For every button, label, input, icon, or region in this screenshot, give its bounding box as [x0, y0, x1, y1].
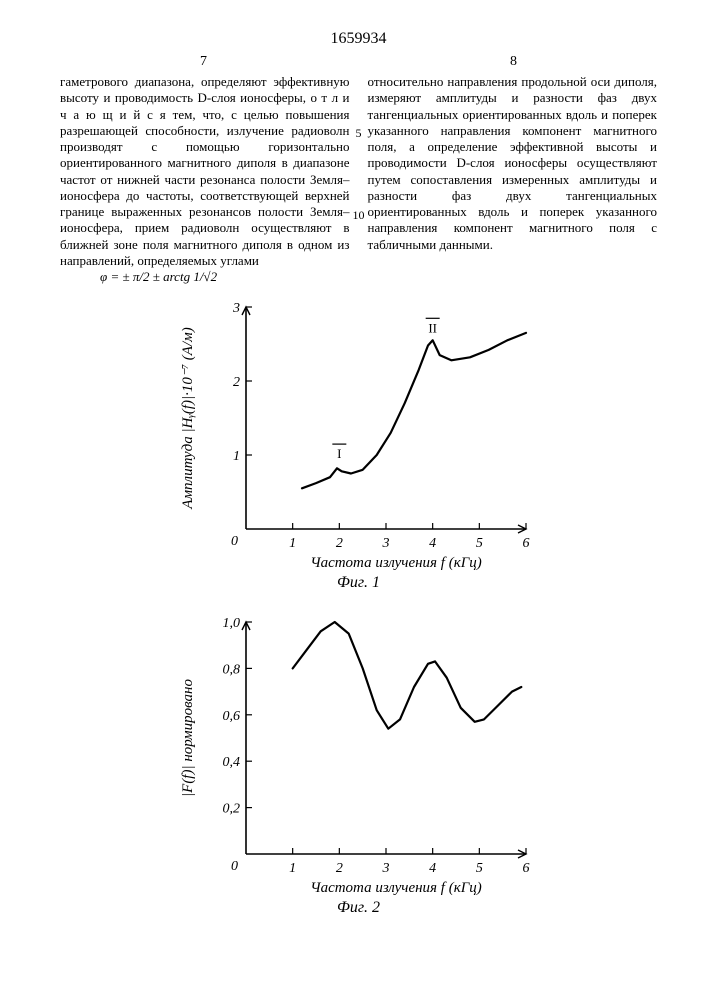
- svg-text:Частота излучения f (кГц): Частота излучения f (кГц): [310, 555, 482, 571]
- fig2-caption: Фиг. 2: [174, 899, 544, 917]
- svg-text:Амплитуда |Hᵧ(f)|·10⁻⁷ (А/м): Амплитуда |Hᵧ(f)|·10⁻⁷ (А/м): [180, 328, 196, 510]
- fig1-caption: Фиг. 1: [174, 574, 544, 592]
- svg-text:3: 3: [381, 536, 389, 551]
- svg-text:Частота излучения f (кГц): Частота излучения f (кГц): [310, 880, 482, 896]
- svg-text:0: 0: [231, 534, 238, 549]
- svg-text:2: 2: [233, 375, 240, 390]
- svg-text:1: 1: [289, 536, 296, 551]
- fig1-chart: 0123456123IIIЧастота излучения f (кГц)Ам…: [174, 293, 544, 573]
- svg-text:1,0: 1,0: [222, 616, 240, 631]
- column-numbers: 7 8: [60, 54, 657, 70]
- svg-text:1: 1: [289, 861, 296, 876]
- page-root: 1659934 7 8 5 10 гаметрового диапазона, …: [0, 0, 707, 953]
- svg-text:II: II: [428, 321, 437, 336]
- svg-text:6: 6: [522, 536, 529, 551]
- line-number-10: 10: [353, 208, 365, 223]
- patent-number: 1659934: [60, 30, 657, 48]
- svg-text:4: 4: [429, 861, 436, 876]
- formula: φ = ± π/2 ± arctg 1/√2: [60, 269, 350, 285]
- svg-text:5: 5: [475, 536, 482, 551]
- svg-text:0,4: 0,4: [222, 755, 240, 770]
- col-num-right: 8: [510, 54, 517, 70]
- svg-text:0,6: 0,6: [222, 709, 240, 724]
- text-columns: 5 10 гаметрового диапазона, определяют э…: [60, 74, 657, 285]
- svg-text:|F(f)| нормировано: |F(f)| нормировано: [180, 679, 196, 797]
- svg-text:3: 3: [381, 861, 389, 876]
- svg-text:2: 2: [335, 536, 342, 551]
- right-column: относительно направления продольной оси …: [368, 74, 658, 285]
- svg-text:1: 1: [233, 449, 240, 464]
- left-column: гаметрового диапазона, определяют эффект…: [60, 74, 350, 285]
- svg-text:5: 5: [475, 861, 482, 876]
- figure-2: 0 1 2 3 4 5 6 0,2 0,4 0,6 0,8 1,0 Частота излучения …: [174, 608, 544, 917]
- svg-text:6: 6: [522, 861, 529, 876]
- figure-1: 0123456123IIIЧастота излучения f (кГц)Ам…: [174, 293, 544, 592]
- svg-text:4: 4: [429, 536, 436, 551]
- figures-area: 0123456123IIIЧастота излучения f (кГц)Ам…: [60, 293, 657, 933]
- svg-text:0,2: 0,2: [222, 802, 240, 817]
- line-number-5: 5: [356, 126, 362, 141]
- col-num-left: 7: [200, 54, 207, 70]
- fig2-chart: 0 1 2 3 4 5 6 0,2 0,4 0,6 0,8 1,0 Частота излучения …: [174, 608, 544, 898]
- left-column-text: гаметрового диапазона, определяют эффект…: [60, 74, 350, 268]
- svg-text:0,8: 0,8: [222, 663, 240, 678]
- svg-text:I: I: [337, 446, 341, 461]
- right-column-text: относительно направления продольной оси …: [368, 74, 658, 252]
- svg-text:2: 2: [335, 861, 342, 876]
- svg-text:3: 3: [232, 301, 240, 316]
- svg-text:0: 0: [231, 859, 238, 874]
